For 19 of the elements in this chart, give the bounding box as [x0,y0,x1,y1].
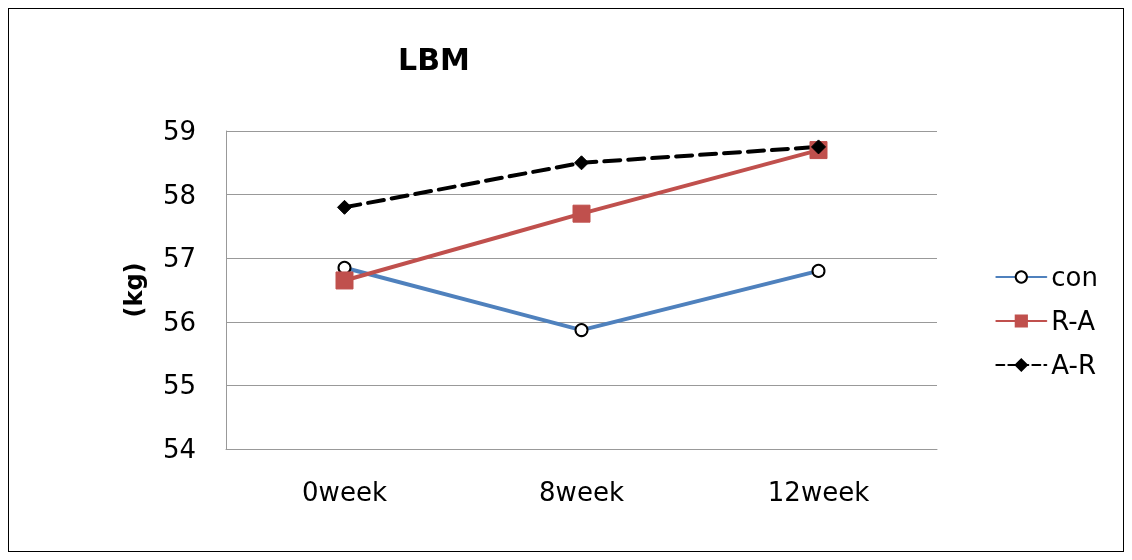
legend-label: R-A [1051,306,1096,336]
y-tick-label: 55 [162,370,196,401]
y-axis-title: (kg) [120,262,148,318]
x-tick-label: 0week [302,477,387,507]
x-tick-label: 8week [539,477,624,507]
point [811,139,826,155]
y-tick-label: 56 [162,306,196,337]
y-tick-label: 59 [162,116,196,146]
point [574,155,589,171]
x-tick-label: 12week [767,477,870,507]
point [572,204,591,223]
y-tick-label: 58 [162,179,196,210]
point [337,199,352,215]
legend-label: con [1051,262,1099,292]
legend-label: A-R [1051,350,1096,380]
chart-title: LBM [398,41,470,77]
point [335,271,354,290]
y-tick-label: 57 [162,243,196,274]
y-tick-label: 54 [162,434,196,464]
